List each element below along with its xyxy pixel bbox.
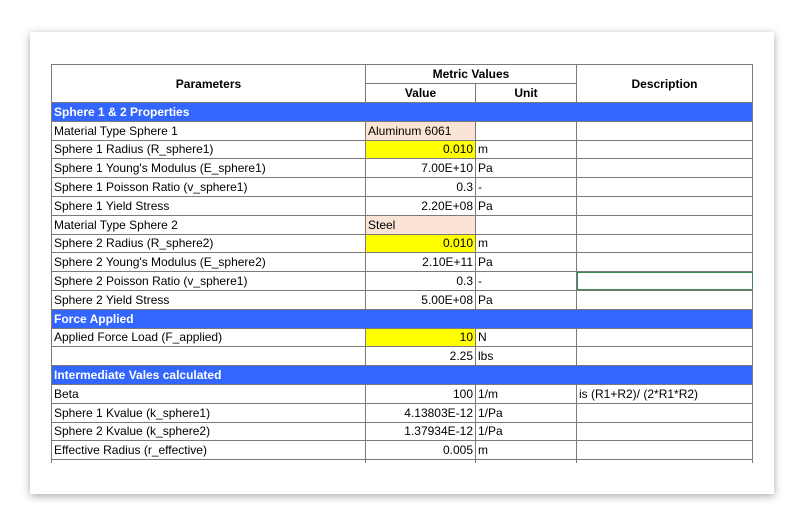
section-row: Sphere 1 & 2 Properties: [51, 102, 753, 122]
header-unit[interactable]: Unit: [475, 83, 577, 103]
table-row: Sphere 1 Yield Stress 2.20E+08 Pa: [51, 195, 753, 216]
table-row: Sphere 2 Poisson Ratio (v_sphere1) 0.3-: [51, 271, 753, 291]
table-row: Material Type Sphere 2 Steel: [51, 214, 753, 235]
unit-cell[interactable]: Pa: [475, 289, 577, 310]
value-cell[interactable]: 10: [365, 327, 476, 348]
table-row: Effective Radius (r_effective) 0.005 m: [51, 440, 753, 461]
unit-cell[interactable]: [475, 214, 577, 235]
description-cell[interactable]: [576, 440, 753, 461]
param-cell[interactable]: Sphere 1 Radius (R_sphere1): [51, 139, 366, 160]
unit-cell[interactable]: m: [475, 233, 577, 254]
description-cell[interactable]: [576, 421, 753, 442]
param-cell[interactable]: Sphere 1 Yield Stress: [51, 195, 366, 216]
value-cell[interactable]: 4.13803E-12: [365, 402, 476, 423]
table-row: Sphere 1 Kvalue (k_sphere1) 4.13803E-12 1/…: [51, 402, 753, 423]
param-cell[interactable]: Sphere 2 Young's Modulus (E_sphere2): [51, 252, 366, 273]
description-cell[interactable]: [576, 177, 753, 197]
value-cell[interactable]: 100: [365, 383, 476, 404]
description-cell[interactable]: [576, 214, 753, 235]
param-cell[interactable]: Applied Force Load (F_applied): [51, 327, 366, 348]
param-cell[interactable]: Sphere 1 Poisson Ratio (v_sphere1): [51, 177, 366, 197]
value-cell[interactable]: 0.010: [365, 139, 476, 160]
value-cell[interactable]: 7.00E+10: [365, 158, 476, 179]
empty-cell[interactable]: [365, 459, 476, 464]
unit-cell[interactable]: 1/Pa: [475, 421, 577, 442]
table-row: Sphere 1 Young's Modulus (E_sphere1) 7.00…: [51, 158, 753, 179]
value-cell[interactable]: 2.20E+08: [365, 195, 476, 216]
table-row: Sphere 1 Radius (R_sphere1) 0.010 m: [51, 139, 753, 160]
description-cell[interactable]: [576, 252, 753, 273]
unit-cell[interactable]: Pa: [475, 195, 577, 216]
value-cell[interactable]: 0.3: [365, 271, 476, 291]
description-cell[interactable]: [576, 195, 753, 216]
description-cell[interactable]: [576, 402, 753, 423]
unit-cell[interactable]: [475, 120, 577, 141]
table-row: Sphere 2 Kvalue (k_sphere2) 1.37934E-12 1/…: [51, 421, 753, 442]
unit-cell[interactable]: 1/m: [475, 383, 577, 404]
unit-cell[interactable]: N: [475, 327, 577, 348]
table-row: Sphere 2 Yield Stress 5.00E+08 Pa: [51, 289, 753, 310]
unit-cell[interactable]: m: [475, 139, 577, 160]
param-cell[interactable]: Sphere 1 Kvalue (k_sphere1): [51, 402, 366, 423]
description-cell[interactable]: [576, 120, 753, 141]
empty-cell[interactable]: [475, 459, 577, 464]
table-row: Sphere 2 Radius (R_sphere2) 0.010 m: [51, 233, 753, 254]
table-row: 2.25 lbs: [51, 346, 753, 367]
value-cell[interactable]: Aluminum 6061: [365, 120, 476, 141]
table-row: Beta 100 1/m is (R1+R2)/ (2*R1*R2): [51, 383, 753, 404]
unit-cell[interactable]: -: [475, 271, 577, 291]
empty-cell[interactable]: [576, 459, 753, 464]
section-header[interactable]: Sphere 1 & 2 Properties: [51, 102, 753, 122]
section-header[interactable]: Intermediate Vales calculated: [51, 365, 753, 385]
unit-cell[interactable]: 1/Pa: [475, 402, 577, 423]
param-cell[interactable]: Beta: [51, 383, 366, 404]
value-cell[interactable]: 0.010: [365, 233, 476, 254]
value-cell[interactable]: 0.005: [365, 440, 476, 461]
description-cell[interactable]: [576, 139, 753, 160]
partial-row: [51, 459, 753, 464]
description-cell[interactable]: [576, 327, 753, 348]
value-cell[interactable]: 2.10E+11: [365, 252, 476, 273]
value-cell[interactable]: 1.37934E-12: [365, 421, 476, 442]
section-header[interactable]: Force Applied: [51, 308, 753, 329]
param-cell[interactable]: Effective Radius (r_effective): [51, 440, 366, 461]
param-cell[interactable]: Sphere 2 Poisson Ratio (v_sphere1): [51, 271, 366, 291]
spreadsheet-table: Parameters Metric Values Description Val…: [51, 64, 753, 464]
value-cell[interactable]: Steel: [365, 214, 476, 235]
unit-cell[interactable]: Pa: [475, 158, 577, 179]
unit-cell[interactable]: Pa: [475, 252, 577, 273]
param-cell[interactable]: Material Type Sphere 1: [51, 120, 366, 141]
param-cell[interactable]: Sphere 2 Yield Stress: [51, 289, 366, 310]
unit-cell[interactable]: m: [475, 440, 577, 461]
description-cell[interactable]: is (R1+R2)/ (2*R1*R2): [576, 383, 753, 404]
param-cell[interactable]: Sphere 1 Young's Modulus (E_sphere1): [51, 158, 366, 179]
header-metric-values[interactable]: Metric Values: [365, 64, 577, 84]
description-cell[interactable]: [576, 271, 753, 291]
description-cell[interactable]: [576, 158, 753, 179]
header-description[interactable]: Description: [576, 64, 753, 103]
description-cell[interactable]: [576, 233, 753, 254]
table-row: Applied Force Load (F_applied) 10 N: [51, 327, 753, 348]
header-value[interactable]: Value: [365, 83, 476, 103]
section-row: Intermediate Vales calculated: [51, 365, 753, 385]
empty-cell[interactable]: [51, 459, 366, 464]
value-cell[interactable]: 2.25: [365, 346, 476, 367]
section-row: Force Applied: [51, 308, 753, 329]
unit-cell[interactable]: -: [475, 177, 577, 197]
description-cell[interactable]: [576, 346, 753, 367]
unit-cell[interactable]: lbs: [475, 346, 577, 367]
header-parameters[interactable]: Parameters: [51, 64, 366, 103]
param-cell[interactable]: Sphere 2 Radius (R_sphere2): [51, 233, 366, 254]
value-cell[interactable]: 0.3: [365, 177, 476, 197]
table-row: Sphere 2 Young's Modulus (E_sphere2) 2.10…: [51, 252, 753, 273]
param-cell[interactable]: [51, 346, 366, 367]
description-cell[interactable]: [576, 289, 753, 310]
param-cell[interactable]: Sphere 2 Kvalue (k_sphere2): [51, 421, 366, 442]
table-row: Material Type Sphere 1 Aluminum 6061: [51, 120, 753, 141]
param-cell[interactable]: Material Type Sphere 2: [51, 214, 366, 235]
value-cell[interactable]: 5.00E+08: [365, 289, 476, 310]
table-row: Sphere 1 Poisson Ratio (v_sphere1) 0.3-: [51, 177, 753, 197]
